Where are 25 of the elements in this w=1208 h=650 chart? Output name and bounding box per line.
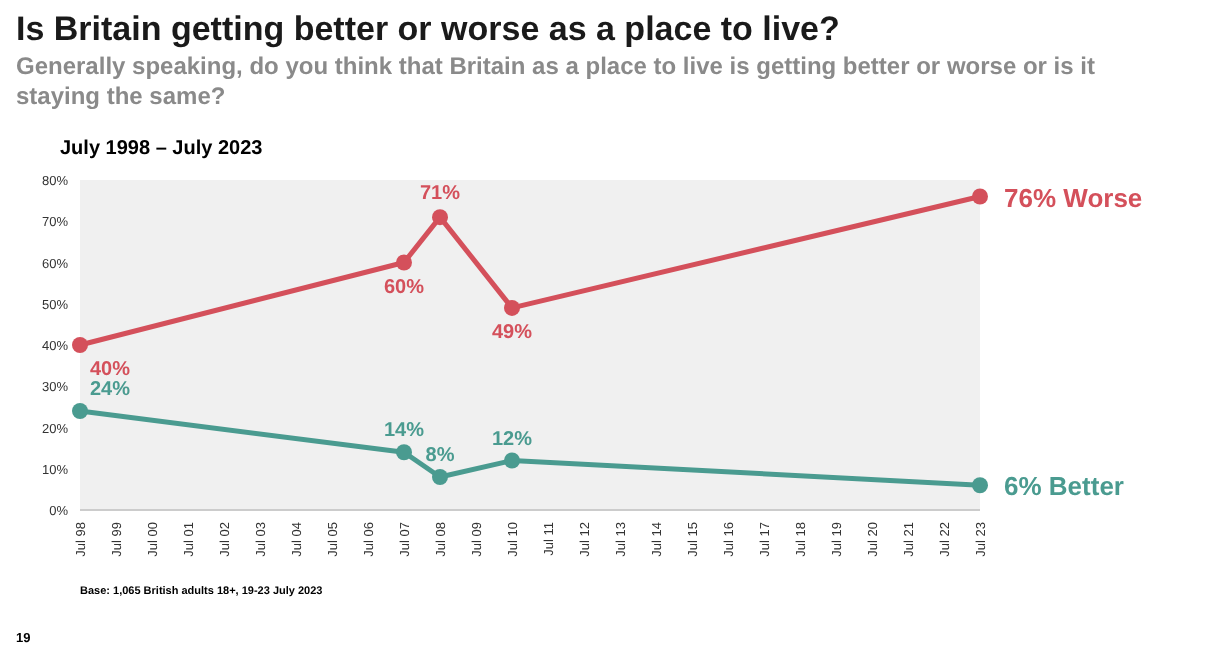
data-label: 71%: [419, 183, 461, 206]
data-label: 49%: [491, 321, 533, 344]
data-label: 60%: [383, 276, 425, 299]
text: Better: [1048, 471, 1124, 502]
point: [504, 299, 520, 316]
text: Worse: [1063, 182, 1143, 213]
data-label: 6%: [1004, 471, 1042, 502]
text: July 1998 – July 2023: [60, 138, 264, 160]
point: [432, 209, 448, 226]
chart-subtitle: Generally speaking, do you think that Britain as a place to live is getting better or worse or is it staying the same?: [16, 52, 1097, 112]
data-label: 12%: [491, 428, 533, 451]
point: [972, 188, 988, 205]
point: [972, 477, 988, 494]
data-label: 24%: [90, 379, 131, 401]
data-label: 40%: [90, 359, 131, 381]
data-label: 8%: [425, 445, 455, 467]
point: [504, 452, 520, 469]
data-label: 76%: [1004, 182, 1057, 213]
chart-title: Is Britain getting better or worse as a place to live?: [16, 10, 840, 48]
data-label: 14%: [383, 420, 425, 443]
point: [396, 254, 412, 271]
point: [396, 444, 412, 461]
point: [72, 337, 88, 353]
point: [72, 403, 88, 419]
point: [432, 469, 448, 485]
